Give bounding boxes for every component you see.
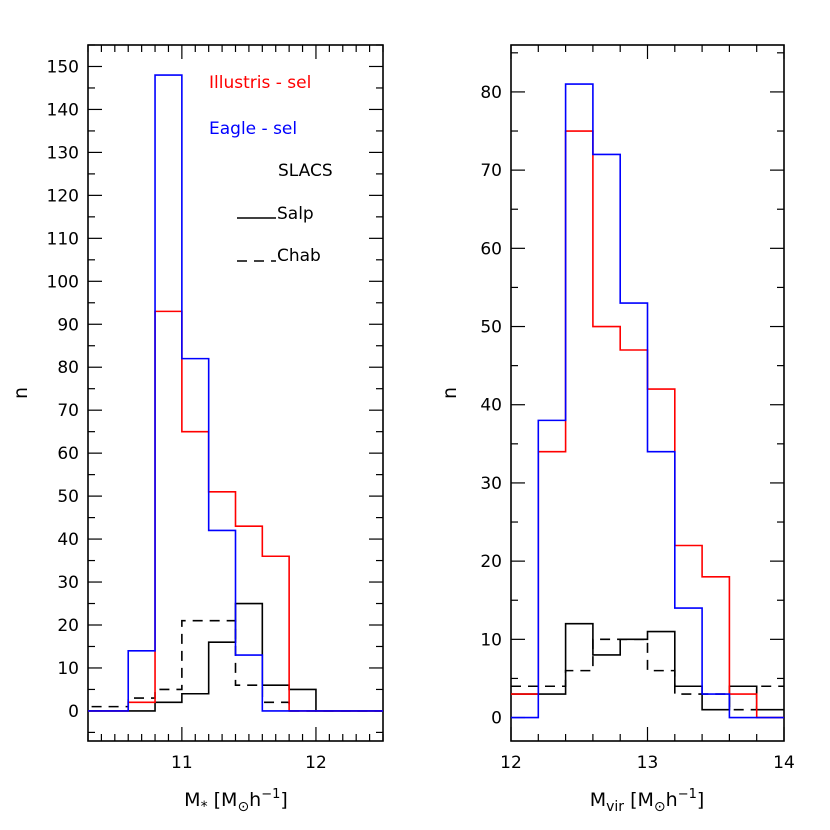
- series-eagle-sel: [511, 83, 784, 719]
- x-tick-label: 14: [773, 753, 795, 773]
- y-tick-label: 0: [68, 702, 79, 722]
- y-tick-label: 40: [480, 396, 502, 416]
- y-tick-label: 60: [480, 239, 502, 259]
- x-axis-label: Mvir [M⊙h−1]: [590, 787, 705, 815]
- y-tick-label: 80: [57, 358, 79, 378]
- y-tick-label: 120: [47, 186, 79, 206]
- y-axis-label: n: [439, 387, 461, 399]
- y-tick-label: 90: [57, 315, 79, 335]
- y-tick-label: 50: [57, 487, 79, 507]
- x-axis-label-exponent: −1: [678, 787, 697, 802]
- y-tick-labels: 0 10 20 30 40 50 60 70 80: [480, 83, 502, 729]
- x-axis-label-sun-subscript: ⊙: [237, 799, 249, 815]
- x-tick-label: 12: [500, 753, 522, 773]
- x-tick-labels: 12 13 14: [500, 753, 795, 773]
- y-tick-label: 110: [47, 229, 79, 249]
- series-eagle-sel: [88, 74, 383, 712]
- y-tick-labels: 0 10 20 30 40 50 60 70 80 90 100 110 120 130 140 150: [47, 57, 79, 721]
- legend-eagle: Eagle - sel: [209, 119, 297, 139]
- x-axis-label-sun-subscript: ⊙: [654, 799, 666, 815]
- x-tick-label: 13: [637, 753, 659, 773]
- x-tick-label: 11: [171, 753, 193, 773]
- stellar-mass-histogram-panel: 0 10 20 30 40 50 60 70 80 90 100 110 120 130 140 150 11…: [10, 44, 384, 815]
- legend-salp: Salp: [277, 204, 314, 224]
- y-tick-label: 10: [57, 659, 79, 679]
- x-axis-label-units-tail: h: [666, 789, 678, 811]
- y-tick-label: 0: [491, 709, 502, 729]
- y-tick-label: 20: [57, 616, 79, 636]
- x-tick-labels: 11 12: [171, 753, 327, 773]
- y-tick-label: 40: [57, 530, 79, 550]
- x-axis-label-exponent: −1: [261, 787, 280, 802]
- x-axis-label-units: [M: [624, 789, 654, 811]
- histogram-series: [88, 74, 383, 712]
- legend-chab: Chab: [277, 246, 321, 266]
- y-tick-label: 30: [480, 474, 502, 494]
- y-tick-label: 80: [480, 83, 502, 103]
- x-axis-label-symbol: M: [590, 789, 606, 811]
- y-axis-label: n: [10, 387, 32, 399]
- legend-illustris: Illustris - sel: [209, 73, 311, 93]
- x-axis-label-subscript: *: [201, 799, 208, 815]
- y-tick-label: 60: [57, 444, 79, 464]
- legend: Illustris - sel Eagle - sel SLACS Salp C…: [209, 73, 333, 266]
- histogram-series: [511, 83, 784, 719]
- x-axis-label-close: ]: [697, 789, 704, 811]
- series-chab: [511, 638, 784, 711]
- virial-mass-histogram-panel: 0 10 20 30 40 50 60 70 80 12 13 14 n Mvir [M⊙h−1]: [439, 44, 795, 815]
- y-tick-label: 70: [57, 401, 79, 421]
- x-axis-label-symbol: M: [184, 789, 200, 811]
- x-axis-label-units-tail: h: [249, 789, 261, 811]
- y-tick-label: 70: [480, 161, 502, 181]
- y-tick-label: 30: [57, 573, 79, 593]
- y-tick-label: 140: [47, 100, 79, 120]
- y-tick-label: 50: [480, 318, 502, 338]
- x-axis-label-units: [M: [208, 789, 238, 811]
- y-tick-label: 130: [47, 143, 79, 163]
- x-axis-label-close: ]: [280, 789, 287, 811]
- x-axis-label-subscript: vir: [606, 799, 624, 815]
- y-tick-label: 20: [480, 552, 502, 572]
- y-tick-label: 10: [480, 630, 502, 650]
- legend-title: SLACS: [278, 161, 333, 181]
- x-tick-label: 12: [305, 753, 327, 773]
- y-tick-label: 150: [47, 57, 79, 77]
- x-axis-label: M* [M⊙h−1]: [184, 787, 288, 815]
- y-tick-label: 100: [47, 272, 79, 292]
